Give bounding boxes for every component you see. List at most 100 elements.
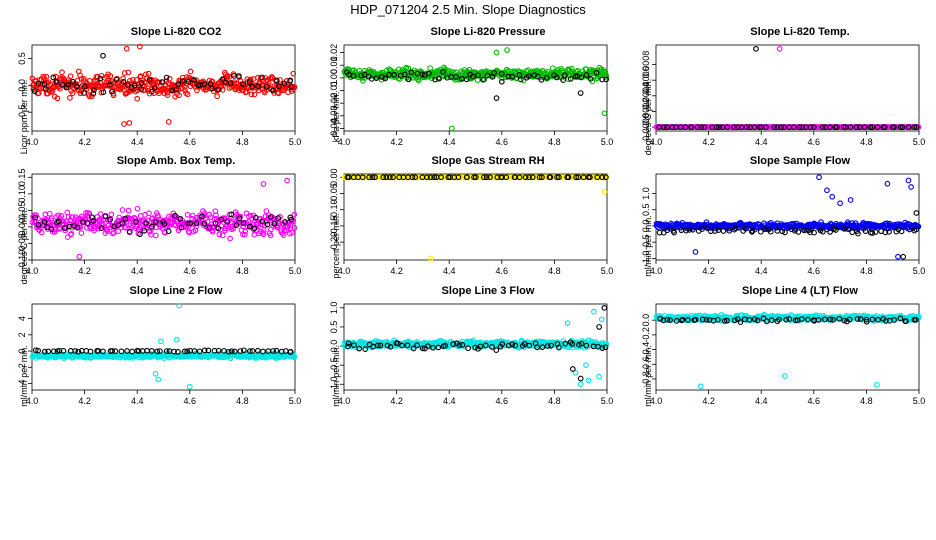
data-point: [577, 381, 584, 388]
x-tick-label: 4.8: [548, 137, 561, 147]
data-point: [289, 229, 295, 236]
data-point: [664, 227, 671, 234]
data-point: [869, 230, 876, 236]
x-tick-label: 4.8: [236, 266, 249, 276]
data-point: [362, 346, 369, 352]
data-point: [35, 215, 41, 222]
data-point: [169, 87, 175, 94]
data-point: [575, 174, 582, 181]
data-point: [807, 124, 814, 130]
data-point: [175, 81, 181, 87]
data-point: [603, 74, 610, 80]
data-point: [131, 82, 138, 89]
data-point: [746, 317, 753, 323]
data-point: [712, 228, 718, 234]
y-tick-label: -0.15: [329, 216, 339, 237]
data-point: [264, 221, 271, 228]
data-point: [375, 342, 381, 349]
data-point: [596, 373, 602, 380]
data-point: [264, 77, 271, 83]
data-point: [65, 82, 71, 88]
x-tick-label: 4.4: [443, 266, 456, 276]
data-point: [782, 373, 788, 379]
x-tick-label: 4.2: [702, 266, 715, 276]
data-point: [556, 344, 562, 351]
data-point: [287, 348, 294, 355]
data-point: [482, 342, 489, 349]
y-tick-label: 0.5: [641, 203, 651, 216]
data-point: [493, 95, 500, 101]
data-point: [811, 229, 817, 236]
data-point: [91, 87, 97, 93]
x-tick-label: 4.0: [26, 396, 39, 406]
data-point: [83, 210, 89, 216]
data-point: [714, 316, 721, 323]
data-point: [673, 318, 680, 324]
data-point: [391, 71, 398, 78]
data-point: [671, 229, 677, 236]
data-point: [751, 316, 758, 323]
data-point: [869, 316, 876, 323]
data-point: [499, 341, 506, 347]
data-point: [882, 229, 889, 236]
data-point: [790, 124, 797, 130]
data-point: [138, 80, 145, 86]
data-point: [31, 88, 38, 95]
data-point: [760, 315, 767, 322]
data-point: [776, 46, 783, 52]
x-tick-label: 4.0: [650, 396, 663, 406]
data-point: [74, 224, 81, 231]
data-point: [287, 77, 294, 84]
data-point: [491, 70, 497, 76]
data-point: [599, 174, 606, 181]
data-point: [136, 43, 143, 50]
data-point: [472, 344, 479, 351]
data-point: [409, 174, 416, 181]
data-point: [38, 229, 45, 236]
data-point: [553, 74, 560, 81]
data-point: [534, 73, 541, 80]
data-point: [578, 340, 585, 347]
data-point: [453, 74, 459, 80]
data-point: [577, 375, 584, 382]
data-point: [414, 342, 421, 349]
data-point: [50, 74, 57, 81]
data-point: [151, 84, 158, 91]
x-tick-label: 4.0: [650, 266, 663, 276]
data-point: [774, 124, 781, 130]
y-tick-label: 0: [17, 349, 27, 354]
data-point: [585, 377, 592, 384]
data-point: [108, 211, 115, 218]
data-point: [201, 220, 208, 227]
y-tick-label: 0.0: [641, 220, 651, 233]
y-tick-label: 0.0: [17, 79, 27, 92]
data-point: [191, 77, 197, 84]
data-point: [35, 80, 42, 87]
data-point: [242, 231, 248, 238]
x-tick-label: 4.2: [390, 266, 403, 276]
data-point: [534, 344, 540, 351]
data-point: [536, 174, 543, 181]
data-point: [737, 319, 744, 325]
data-point: [538, 77, 545, 83]
data-point: [855, 230, 861, 237]
data-point: [503, 174, 510, 181]
data-point: [121, 70, 128, 76]
data-point: [81, 90, 87, 96]
data-point: [201, 210, 208, 216]
y-tick-label: -0.20: [329, 232, 339, 253]
x-tick-label: 4.8: [860, 266, 873, 276]
data-point: [380, 174, 387, 181]
data-point: [798, 316, 805, 322]
data-point: [664, 316, 671, 323]
data-point: [277, 77, 283, 83]
data-point: [698, 124, 705, 130]
data-point: [124, 348, 130, 354]
data-point: [577, 90, 584, 96]
data-point: [164, 92, 171, 99]
data-point: [119, 220, 126, 226]
data-point: [404, 342, 411, 349]
data-point: [862, 228, 869, 235]
plot-frame: [31, 303, 296, 391]
data-point: [252, 214, 259, 221]
